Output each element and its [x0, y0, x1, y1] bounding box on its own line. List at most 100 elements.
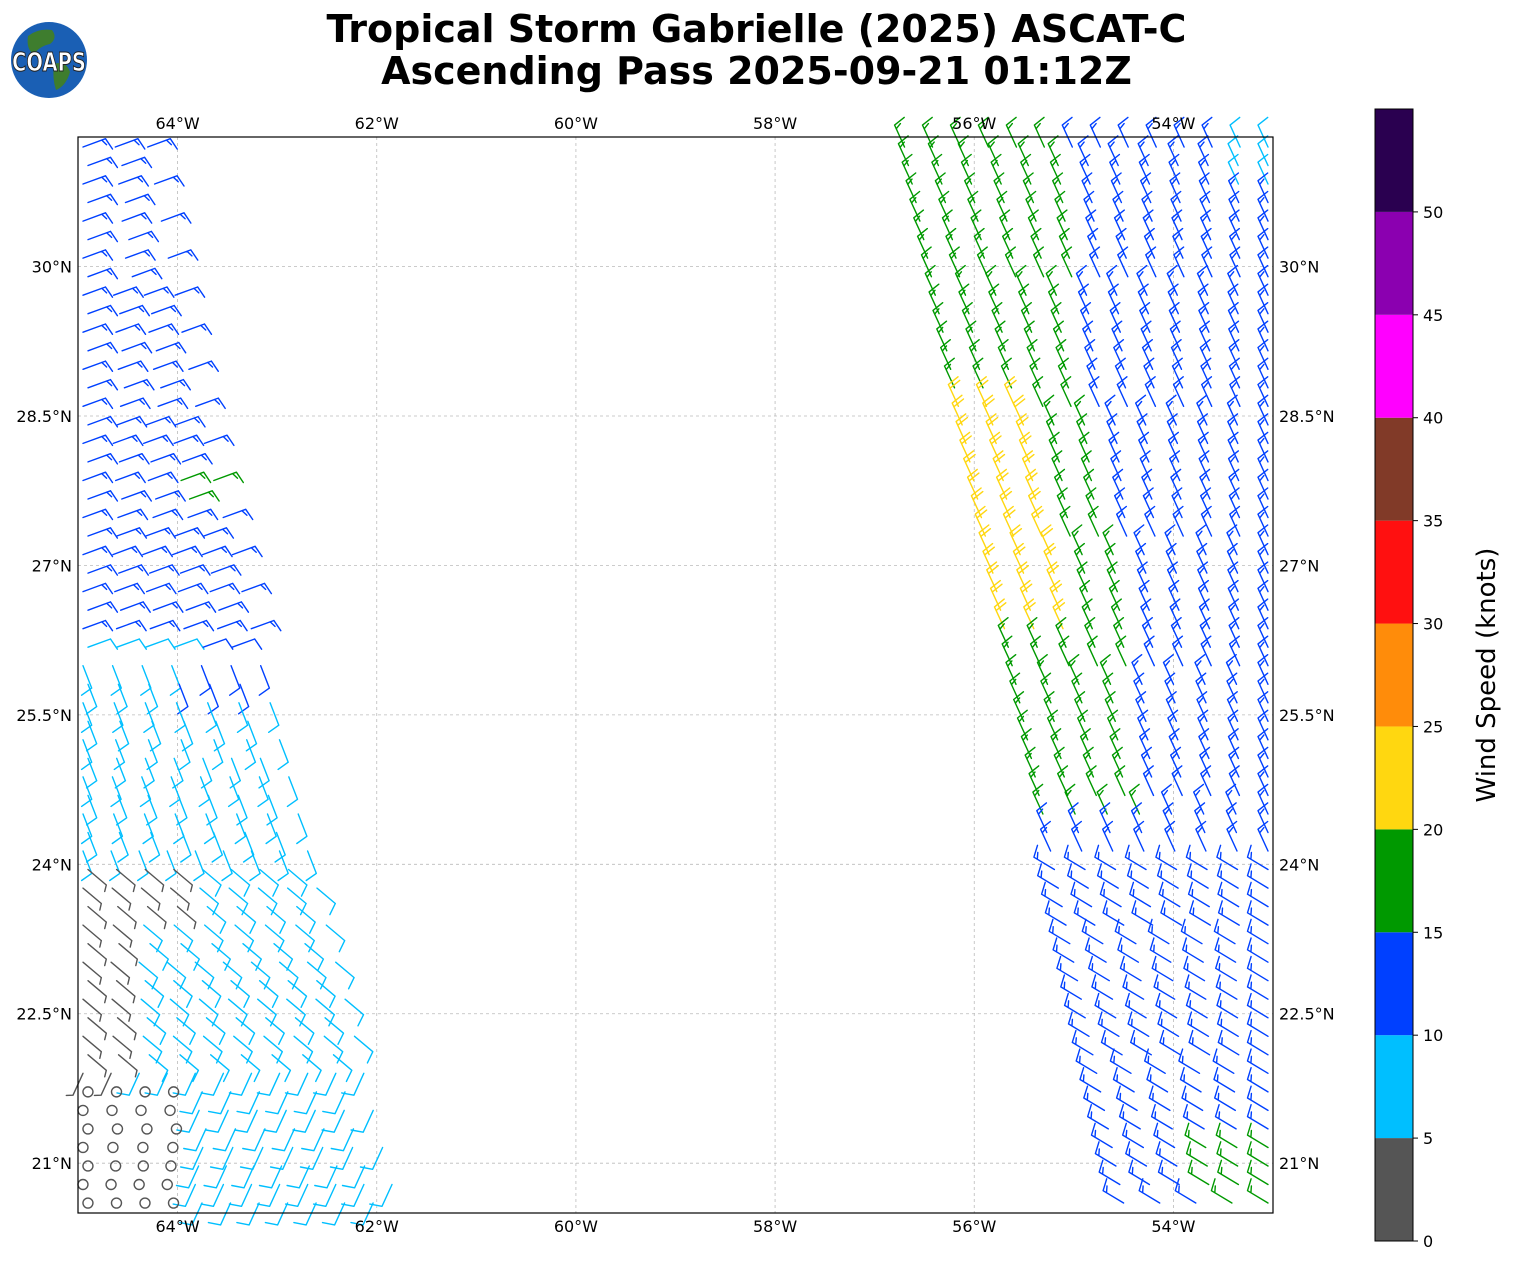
wind-barb — [228, 1183, 253, 1207]
wind-barb — [1257, 487, 1269, 519]
wind-barb — [147, 471, 179, 484]
wind-barb — [114, 757, 127, 789]
wind-barb — [115, 980, 136, 1004]
wind-barb — [1058, 227, 1071, 259]
wind-barb — [236, 1202, 260, 1226]
wind-barb — [148, 323, 180, 335]
wind-barb — [170, 887, 190, 911]
wind-barb — [1172, 376, 1185, 407]
wind-barb — [116, 1072, 140, 1096]
wind-barb — [85, 757, 98, 789]
wind-barb — [174, 286, 206, 298]
wind-barb — [152, 360, 184, 372]
wind-barb — [302, 1054, 322, 1083]
wind-barb — [1170, 746, 1182, 778]
wind-barb — [211, 831, 223, 863]
wind-barb — [118, 564, 149, 576]
wind-barb — [140, 998, 161, 1027]
wind-barb — [123, 378, 155, 391]
wind-barb — [296, 813, 308, 845]
lon-tick-label-top: 62°W — [355, 114, 399, 133]
wind-barb — [207, 1202, 232, 1226]
wind-barb — [116, 527, 148, 539]
wind-barb — [242, 943, 262, 971]
wind-barb — [1025, 468, 1038, 500]
wind-barb — [1136, 561, 1149, 593]
wind-barb — [1229, 246, 1241, 278]
wind-barb — [1015, 413, 1029, 445]
wind-barb — [1060, 974, 1082, 1000]
wind-barb — [1200, 227, 1212, 259]
wind-barb — [1194, 802, 1206, 834]
wind-barb — [209, 1146, 234, 1170]
wind-barb — [332, 1054, 353, 1083]
wind-barb — [82, 249, 114, 261]
wind-barb — [978, 524, 992, 556]
wind-barb — [236, 905, 257, 934]
wind-barb — [1195, 672, 1207, 704]
wind-barb — [249, 850, 261, 882]
wind-barb — [1156, 863, 1179, 889]
wind-barb — [87, 415, 119, 428]
wind-barb — [173, 924, 194, 953]
wind-barb — [1227, 431, 1239, 463]
wind-barb — [1079, 579, 1091, 611]
wind-barb — [999, 487, 1013, 519]
wind-barb — [1112, 190, 1124, 222]
wind-barb — [271, 1054, 292, 1083]
wind-barb — [1088, 955, 1110, 982]
wind-barb — [1257, 561, 1269, 593]
wind-barb — [1139, 450, 1151, 482]
wind-barb — [180, 943, 200, 971]
wind-barb — [87, 1017, 107, 1041]
wind-barb — [227, 776, 240, 808]
wind-barb — [1200, 635, 1212, 667]
wind-barb — [1198, 320, 1211, 352]
wind-barb — [165, 850, 177, 882]
wind-barb — [112, 702, 124, 733]
wind-barb — [1150, 1104, 1173, 1130]
wind-barb — [305, 850, 317, 882]
wind-barb — [1228, 339, 1240, 370]
wind-barb — [82, 212, 114, 224]
wind-barb — [264, 1202, 289, 1226]
wind-barb — [1075, 264, 1088, 296]
wind-barb — [1052, 937, 1075, 963]
lat-tick-label-left: 21°N — [32, 1154, 72, 1173]
wind-barb — [169, 776, 181, 808]
wind-barb — [183, 619, 215, 632]
wind-barb — [221, 850, 233, 882]
wind-barb — [236, 794, 248, 826]
wind-barb — [138, 961, 159, 990]
wind-barb — [1257, 413, 1269, 445]
wind-barb — [1054, 190, 1066, 222]
wind-barb — [316, 887, 336, 916]
wind-barb — [1082, 320, 1094, 352]
wind-barb — [169, 998, 190, 1027]
wind-barb — [1083, 1085, 1106, 1112]
wind-barb-calm — [161, 1178, 173, 1191]
wind-barb — [201, 868, 222, 897]
colorbar-tick-label: 20 — [1423, 820, 1443, 839]
wind-barb — [230, 980, 250, 1008]
wind-barb — [1087, 1104, 1109, 1130]
wind-barb — [974, 505, 988, 537]
wind-barb — [1246, 937, 1269, 963]
wind-barb — [65, 1072, 84, 1097]
wind-barb — [1110, 598, 1123, 630]
wind-barb — [111, 813, 124, 845]
wind-barb — [1228, 635, 1241, 667]
wind-barb — [1016, 561, 1029, 593]
wind-barb — [120, 601, 151, 613]
wind-barb — [1133, 672, 1145, 704]
wind-barb — [1165, 691, 1178, 722]
wind-barb — [1141, 190, 1153, 222]
wind-barb — [1076, 561, 1088, 593]
wind-barb — [1160, 783, 1173, 815]
wind-barb — [1197, 709, 1209, 741]
colorbar-bin — [1375, 520, 1413, 624]
wind-barb — [237, 683, 250, 715]
wind-barb — [1257, 709, 1269, 741]
wind-barb — [1168, 728, 1180, 760]
wind-barb — [82, 323, 114, 335]
